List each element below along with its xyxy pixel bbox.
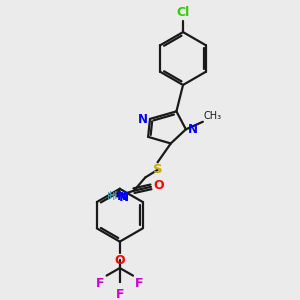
Text: N: N	[115, 191, 129, 204]
Text: Cl: Cl	[176, 6, 190, 19]
Text: F: F	[116, 288, 124, 300]
Text: H: H	[109, 191, 117, 201]
Text: F: F	[96, 277, 105, 290]
Text: S: S	[153, 163, 162, 176]
Text: N: N	[138, 113, 148, 126]
Text: O: O	[115, 254, 125, 267]
Text: H: H	[107, 192, 115, 202]
Text: O: O	[154, 179, 164, 192]
Text: N: N	[117, 190, 127, 203]
Text: N: N	[188, 123, 198, 136]
Text: CH₃: CH₃	[204, 111, 222, 121]
Text: F: F	[135, 277, 143, 290]
